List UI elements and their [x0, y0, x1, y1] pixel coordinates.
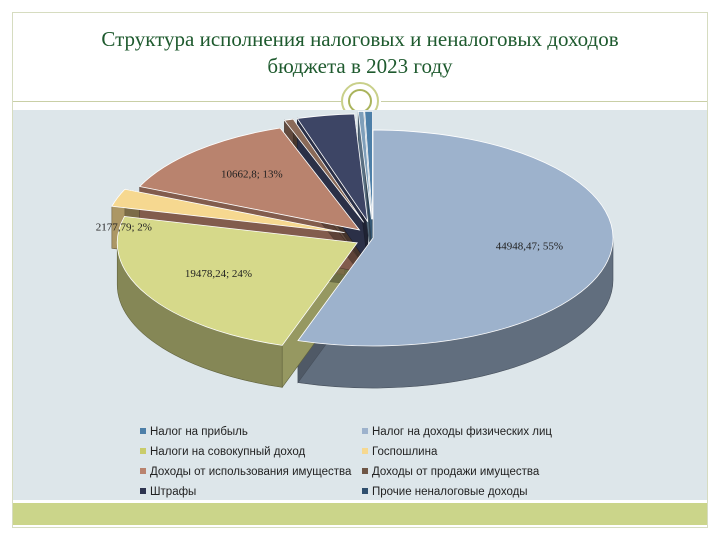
pie-slice: [138, 127, 361, 231]
chart-title-line-2: бюджета в 2023 году: [267, 54, 453, 78]
legend-label: Штрафы: [150, 486, 197, 498]
pie-slice: [296, 113, 369, 222]
pie-label-layer: 44948,47; 55% 19478,24; 24% 2177,79; 2% 106…: [96, 169, 563, 281]
legend-item-fines: Штрафы: [140, 484, 196, 500]
legend-swatch: [140, 448, 146, 454]
legend-swatch: [362, 468, 368, 474]
legend-item-aggregate-income-tax: Налоги на совокупный доход: [140, 444, 305, 460]
pie-slice: [116, 216, 358, 346]
slide-frame: [12, 12, 708, 528]
legend-label: Доходы от использования имущества: [150, 466, 352, 478]
legend-swatch: [362, 488, 368, 494]
pie-slice: [283, 118, 364, 223]
slice-data-label: 10662,8; 13%: [221, 169, 283, 181]
legend-item-property-use-income: Доходы от использования имущества: [140, 464, 351, 480]
slice-data-label: 44948,47; 55%: [496, 240, 563, 252]
bottom-accent-bar: [13, 503, 707, 525]
pie-top-layer: [111, 110, 614, 347]
slice-data-label: 2177,79; 2%: [96, 221, 152, 233]
legend-item-state-duty: Госпошлина: [362, 444, 437, 460]
legend-item-other-non-tax-income: Прочие неналоговые доходы: [362, 484, 528, 500]
slice-data-label: 19478,24; 24%: [185, 268, 252, 280]
pie-slice: [364, 110, 373, 220]
title-divider-left: [13, 101, 341, 102]
pie-slice: [297, 129, 614, 347]
legend-swatch: [362, 428, 368, 434]
legend-swatch: [140, 428, 146, 434]
pie-slice: [111, 188, 345, 234]
legend-label: Налоги на совокупный доход: [150, 446, 306, 458]
legend-label: Госпошлина: [372, 446, 438, 458]
pie-slice: [357, 110, 372, 220]
legend-item-property-sale-income: Доходы от продажи имущества: [362, 464, 539, 480]
chart-title: Структура исполнения налоговых и неналог…: [40, 26, 680, 80]
chart-title-line-1: Структура исполнения налоговых и неналог…: [101, 27, 619, 51]
legend-swatch: [362, 448, 368, 454]
legend-swatch: [140, 468, 146, 474]
pie-chart: 44948,47; 55% 19478,24; 24% 2177,79; 2% 106…: [96, 110, 614, 389]
legend-label: Прочие неналоговые доходы: [372, 486, 528, 498]
legend-item-personal-income-tax: Налог на доходы физических лиц: [362, 424, 552, 440]
legend-label: Доходы от продажи имущества: [372, 466, 540, 478]
legend-label: Налог на прибыль: [150, 426, 248, 438]
title-divider-right: [381, 101, 707, 102]
legend-item-profit-tax: Налог на прибыль: [140, 424, 248, 440]
legend-swatch: [140, 488, 146, 494]
legend-label: Налог на доходы физических лиц: [372, 426, 553, 438]
